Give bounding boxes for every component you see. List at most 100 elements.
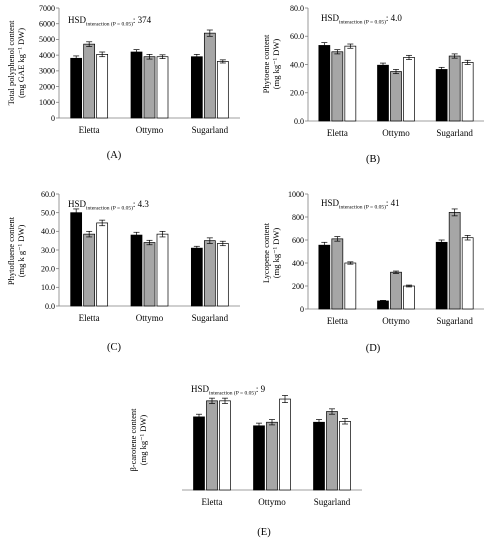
x-category-label: Sugarland bbox=[192, 125, 229, 135]
bar-eletta-series-2 bbox=[331, 51, 344, 122]
bar-sugarland-series-3 bbox=[339, 420, 351, 491]
y-tick-label: 3000 bbox=[39, 67, 55, 76]
bar-sugarland-series-3 bbox=[216, 243, 229, 307]
bar-ottymo-series-1 bbox=[377, 300, 389, 310]
hsd-annotation: HSDinteraction (P = 0.05): 4.0 bbox=[321, 13, 402, 26]
y-tick-label: 20.0 bbox=[41, 264, 55, 273]
bar-sugarland-series-2 bbox=[203, 240, 216, 307]
hsd-subscript: interaction (P = 0.05) bbox=[339, 19, 386, 26]
bar-eletta-series-1 bbox=[70, 212, 83, 307]
x-category-label: Sugarland bbox=[192, 313, 229, 323]
panel-label: (E) bbox=[257, 527, 271, 538]
hsd-prefix: HSD bbox=[191, 384, 210, 394]
bar-sugarland-series-3 bbox=[461, 62, 474, 122]
panel-1: 0 1000 2000 3000 4000 5000 6000 7000 Eletta Ottym… bbox=[6, 4, 240, 161]
bar-eletta-series-2 bbox=[331, 238, 344, 310]
bar-eletta-series-3 bbox=[96, 54, 109, 119]
x-category-label: Sugarland bbox=[314, 497, 351, 507]
x-category-label: Ottymo bbox=[382, 316, 410, 326]
x-category-label: Eletta bbox=[79, 313, 100, 323]
bar-sugarland-series-1 bbox=[190, 56, 203, 119]
bar-sugarland-series-2 bbox=[448, 212, 461, 310]
bar-sugarland-series-2 bbox=[203, 32, 216, 119]
hsd-annotation: HSDinteraction (P = 0.05): 9 bbox=[191, 384, 266, 397]
panel-3: 0.0 10.0 20.0 30.0 40.0 50.0 60.0 Eletta Ottymo S… bbox=[6, 190, 240, 353]
bar-ottymo-series-1 bbox=[130, 234, 143, 307]
y-tick-label: 0.0 bbox=[45, 302, 55, 311]
hsd-annotation: HSDinteraction (P = 0.05): 4.3 bbox=[68, 199, 149, 212]
hsd-value: : 4.3 bbox=[133, 199, 150, 209]
y-tick-label: 50.0 bbox=[41, 208, 55, 217]
hsd-subscript: interaction (P = 0.05) bbox=[209, 390, 256, 397]
y-tick-label: 2000 bbox=[39, 82, 55, 91]
x-category-label: Sugarland bbox=[436, 316, 473, 326]
bar-ottymo-series-2 bbox=[143, 56, 156, 119]
y-tick-label: 0.0 bbox=[294, 117, 304, 126]
y-axis-label: Phytoene content(mg kg⁻¹ DW) bbox=[261, 34, 281, 93]
bar-ottymo-series-3 bbox=[156, 56, 169, 119]
bar-sugarland-series-2 bbox=[326, 411, 338, 491]
bar-ottymo-series-2 bbox=[266, 421, 278, 491]
y-tick-label: 20.0 bbox=[290, 89, 304, 98]
bar-ottymo-series-1 bbox=[253, 425, 265, 491]
bar-eletta-series-3 bbox=[96, 222, 109, 307]
y-axis-label: Phytofluene content(mg k g⁻¹ DW) bbox=[6, 216, 26, 285]
y-tick-label: 0 bbox=[300, 305, 304, 314]
x-category-label: Ottymo bbox=[136, 125, 164, 135]
y-tick-label: 40.0 bbox=[41, 227, 55, 236]
panel-2: 0.0 20.0 40.0 60.0 80.0 Eletta Ottymo Sugarland… bbox=[261, 4, 484, 165]
y-axis-label: Total polyphenol content(mg GAE kg⁻¹ DW) bbox=[6, 20, 26, 105]
panel-label: (C) bbox=[107, 342, 122, 353]
hsd-subscript: interaction (P = 0.05) bbox=[86, 205, 133, 212]
bar-sugarland-series-3 bbox=[216, 61, 229, 119]
x-category-label: Ottymo bbox=[382, 128, 410, 138]
bar-ottymo-series-3 bbox=[156, 233, 169, 307]
bar-eletta-series-1 bbox=[318, 244, 331, 310]
bar-ottymo-series-3 bbox=[403, 285, 415, 310]
bar-sugarland-series-3 bbox=[461, 237, 474, 310]
bar-eletta-series-1 bbox=[193, 416, 205, 491]
y-tick-label: 80.0 bbox=[290, 4, 304, 13]
bar-eletta-series-2 bbox=[206, 400, 218, 491]
panel-label: (A) bbox=[107, 150, 122, 161]
x-category-label: Sugarland bbox=[436, 128, 473, 138]
y-tick-label: 40.0 bbox=[290, 60, 304, 69]
panel-4: 0 200 400 600 800 1000 Eletta Ottymo Sugarland Ly… bbox=[261, 190, 484, 354]
hsd-prefix: HSD bbox=[321, 13, 340, 23]
bar-ottymo-series-2 bbox=[390, 71, 402, 122]
bar-sugarland-series-1 bbox=[313, 421, 325, 491]
y-tick-label: 60.0 bbox=[41, 190, 55, 199]
y-tick-label: 400 bbox=[292, 259, 304, 268]
y-tick-label: 600 bbox=[292, 236, 304, 245]
y-tick-label: 5000 bbox=[39, 35, 55, 44]
y-tick-label: 4000 bbox=[39, 51, 55, 60]
hsd-annotation: HSDinteraction (P = 0.05): 41 bbox=[321, 198, 400, 211]
y-tick-label: 7000 bbox=[39, 4, 55, 13]
bar-eletta-series-1 bbox=[70, 57, 83, 119]
x-category-label: Ottymo bbox=[136, 313, 164, 323]
bar-ottymo-series-3 bbox=[403, 57, 415, 122]
y-tick-label: 0 bbox=[51, 114, 55, 123]
hsd-subscript: interaction (P = 0.05) bbox=[339, 204, 386, 211]
panel-label: (B) bbox=[366, 154, 381, 165]
hsd-prefix: HSD bbox=[68, 15, 87, 25]
y-tick-label: 1000 bbox=[39, 98, 55, 107]
bar-sugarland-series-1 bbox=[190, 247, 203, 307]
y-tick-label: 800 bbox=[292, 213, 304, 222]
bar-eletta-series-3 bbox=[219, 400, 231, 491]
bar-eletta-series-2 bbox=[83, 43, 96, 119]
y-tick-label: 1000 bbox=[288, 190, 304, 199]
bar-ottymo-series-1 bbox=[377, 64, 389, 122]
bar-eletta-series-3 bbox=[344, 45, 357, 122]
y-tick-label: 200 bbox=[292, 282, 304, 291]
x-category-label: Eletta bbox=[327, 128, 348, 138]
y-tick-label: 30.0 bbox=[41, 246, 55, 255]
hsd-subscript: interaction (P = 0.05) bbox=[86, 21, 133, 28]
x-category-label: Ottymo bbox=[258, 497, 286, 507]
bar-eletta-series-3 bbox=[344, 262, 357, 310]
bar-ottymo-series-2 bbox=[143, 242, 156, 307]
hsd-value: : 9 bbox=[256, 384, 266, 394]
bar-eletta-series-2 bbox=[83, 233, 96, 307]
y-tick-label: 60.0 bbox=[290, 32, 304, 41]
